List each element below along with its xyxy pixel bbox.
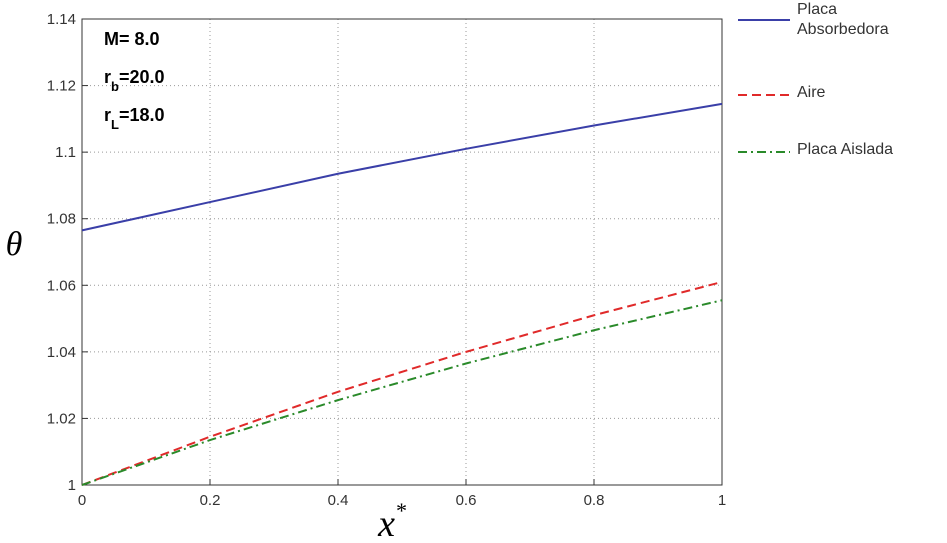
annotation-part: r	[104, 105, 111, 125]
y-tick-label: 1.08	[47, 211, 76, 228]
x-tick-label: 0	[78, 492, 86, 509]
x-tick-label: 1	[718, 492, 726, 509]
y-axis-label: θ	[6, 226, 23, 263]
y-tick-label: 1	[68, 477, 76, 494]
annotation: rb=20.0	[104, 67, 165, 94]
y-tick-label: 1.1	[55, 144, 76, 161]
annotation-part: L	[111, 117, 119, 132]
y-tick-label: 1.14	[47, 11, 76, 28]
y-tick-label: 1.02	[47, 410, 76, 427]
x-axis-label: x*	[377, 498, 406, 543]
series-line	[81, 102, 723, 232]
y-tick-label: 1.04	[47, 344, 76, 361]
y-tick-label: 1.06	[47, 277, 76, 294]
y-tick-label: 1.12	[47, 78, 76, 95]
legend-label: Placa Aislada	[797, 141, 894, 158]
legend-label: Aire	[797, 84, 826, 101]
x-axis-label-main: x	[377, 503, 395, 543]
x-tick-label: 0.2	[200, 492, 221, 509]
annotation: rL=18.0	[104, 105, 165, 132]
annotation-part: r	[104, 67, 111, 87]
x-tick-label: 0.4	[328, 492, 349, 509]
annotation-part: b	[111, 79, 119, 94]
legend-label: Placa Absorbedora	[797, 1, 889, 38]
x-tick-label: 0.8	[584, 492, 605, 509]
series-line	[81, 280, 723, 486]
annotation-part: =20.0	[119, 67, 165, 87]
annotation-part: =18.0	[119, 105, 165, 125]
series-line	[81, 299, 723, 486]
x-tick-label: 0.6	[456, 492, 477, 509]
annotation-part: M= 8.0	[104, 29, 160, 49]
annotation: M= 8.0	[104, 29, 160, 49]
plot-frame	[81, 18, 723, 486]
x-axis-label-sup: *	[395, 498, 406, 523]
